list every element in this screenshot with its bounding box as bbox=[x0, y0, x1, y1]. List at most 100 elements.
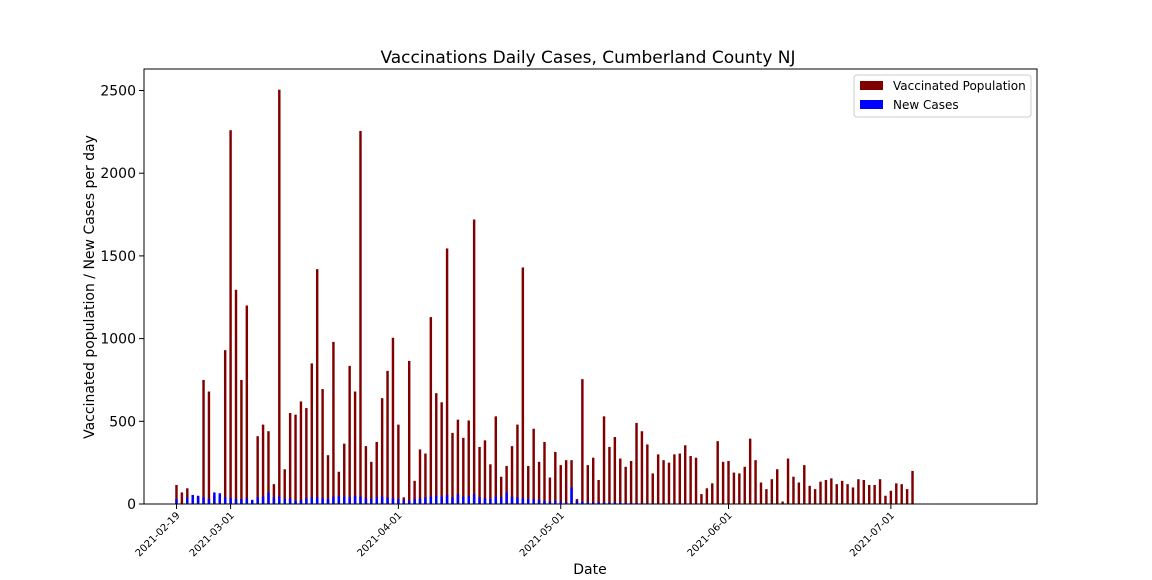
bar-vaccinated bbox=[462, 438, 464, 504]
bar-new-cases bbox=[321, 498, 323, 504]
bar-vaccinated bbox=[760, 483, 762, 505]
bar-vaccinated bbox=[208, 392, 210, 504]
bar-vaccinated bbox=[587, 465, 589, 504]
chart-title: Vaccinations Daily Cases, Cumberland Cou… bbox=[380, 48, 795, 68]
bar-vaccinated bbox=[662, 460, 664, 504]
bar-vaccinated bbox=[819, 482, 821, 504]
bar-vaccinated bbox=[327, 455, 329, 504]
bar-new-cases bbox=[219, 493, 221, 504]
bar-vaccinated bbox=[246, 306, 248, 504]
bar-vaccinated bbox=[846, 484, 848, 504]
bar-vaccinated bbox=[332, 342, 334, 504]
bar-vaccinated bbox=[749, 439, 751, 504]
bar-vaccinated bbox=[543, 442, 545, 504]
bar-vaccinated bbox=[722, 462, 724, 504]
bar-vaccinated bbox=[765, 489, 767, 504]
bar-new-cases bbox=[435, 496, 437, 504]
bar-new-cases bbox=[278, 497, 280, 504]
bar-vaccinated bbox=[468, 420, 470, 504]
bar-vaccinated bbox=[695, 458, 697, 504]
bar-vaccinated bbox=[684, 445, 686, 504]
bar-vaccinated bbox=[873, 485, 875, 504]
bar-new-cases bbox=[338, 496, 340, 504]
bar-new-cases bbox=[197, 496, 199, 504]
bar-vaccinated bbox=[289, 413, 291, 504]
y-tick-label: 0 bbox=[127, 497, 136, 513]
bar-vaccinated bbox=[803, 465, 805, 504]
bar-vaccinated bbox=[592, 458, 594, 504]
bar-vaccinated bbox=[895, 483, 897, 504]
bar-vaccinated bbox=[836, 484, 838, 504]
bar-vaccinated bbox=[386, 371, 388, 504]
bar-vaccinated bbox=[262, 425, 264, 504]
legend-swatch-new-cases bbox=[860, 100, 883, 109]
bar-new-cases bbox=[224, 497, 226, 504]
bar-new-cases bbox=[484, 498, 486, 504]
bar-vaccinated bbox=[890, 491, 892, 504]
bar-vaccinated bbox=[614, 437, 616, 504]
legend-swatch-vaccinated bbox=[860, 81, 883, 90]
bar-new-cases bbox=[403, 500, 405, 504]
bar-new-cases bbox=[424, 497, 426, 504]
bar-vaccinated bbox=[549, 478, 551, 504]
bar-vaccinated bbox=[446, 248, 448, 504]
bar-vaccinated bbox=[430, 317, 432, 504]
bar-vaccinated bbox=[397, 425, 399, 504]
bar-vaccinated bbox=[906, 489, 908, 504]
bar-vaccinated bbox=[657, 454, 659, 504]
bar-new-cases bbox=[251, 500, 253, 504]
bar-vaccinated bbox=[354, 392, 356, 504]
y-axis-label: Vaccinated population / New Cases per da… bbox=[82, 135, 98, 439]
bar-new-cases bbox=[343, 497, 345, 504]
bar-new-cases bbox=[186, 497, 188, 504]
bar-new-cases bbox=[386, 497, 388, 504]
bar-vaccinated bbox=[522, 267, 524, 504]
bar-vaccinated bbox=[284, 469, 286, 504]
bar-vaccinated bbox=[630, 461, 632, 504]
bar-vaccinated bbox=[305, 408, 307, 504]
bar-new-cases bbox=[289, 498, 291, 504]
bar-new-cases bbox=[397, 499, 399, 504]
bar-vaccinated bbox=[852, 487, 854, 504]
bar-vaccinated bbox=[478, 447, 480, 504]
bar-vaccinated bbox=[457, 420, 459, 504]
legend: Vaccinated Population New Cases bbox=[854, 75, 1031, 117]
bar-vaccinated bbox=[646, 444, 648, 504]
bar-vaccinated bbox=[440, 402, 442, 504]
bars-layer bbox=[175, 90, 913, 504]
bar-vaccinated bbox=[321, 389, 323, 504]
bar-new-cases bbox=[451, 497, 453, 504]
bar-new-cases bbox=[370, 499, 372, 504]
bar-vaccinated bbox=[668, 463, 670, 504]
bar-vaccinated bbox=[300, 401, 302, 504]
bar-vaccinated bbox=[316, 269, 318, 504]
bar-new-cases bbox=[511, 497, 513, 504]
bar-vaccinated bbox=[365, 446, 367, 504]
legend-label-vaccinated: Vaccinated Population bbox=[893, 79, 1026, 93]
bar-vaccinated bbox=[256, 436, 258, 504]
bar-vaccinated bbox=[911, 471, 913, 504]
bar-vaccinated bbox=[744, 467, 746, 504]
bar-new-cases bbox=[392, 498, 394, 504]
bar-vaccinated bbox=[738, 473, 740, 504]
bar-new-cases bbox=[489, 499, 491, 504]
bar-vaccinated bbox=[343, 444, 345, 504]
y-tick-label: 2500 bbox=[100, 84, 136, 100]
bar-new-cases bbox=[262, 497, 264, 504]
bar-new-cases bbox=[430, 497, 432, 504]
bar-vaccinated bbox=[863, 480, 865, 504]
bar-vaccinated bbox=[608, 447, 610, 504]
bar-new-cases bbox=[381, 497, 383, 504]
y-tick-label: 1000 bbox=[100, 332, 136, 348]
bar-vaccinated bbox=[652, 473, 654, 504]
x-tick-label: 2021-06-01 bbox=[686, 510, 735, 559]
bar-vaccinated bbox=[879, 479, 881, 504]
bar-vaccinated bbox=[857, 479, 859, 504]
bar-vaccinated bbox=[235, 290, 237, 504]
bar-vaccinated bbox=[825, 480, 827, 504]
bar-vaccinated bbox=[792, 477, 794, 504]
bar-new-cases bbox=[457, 494, 459, 504]
